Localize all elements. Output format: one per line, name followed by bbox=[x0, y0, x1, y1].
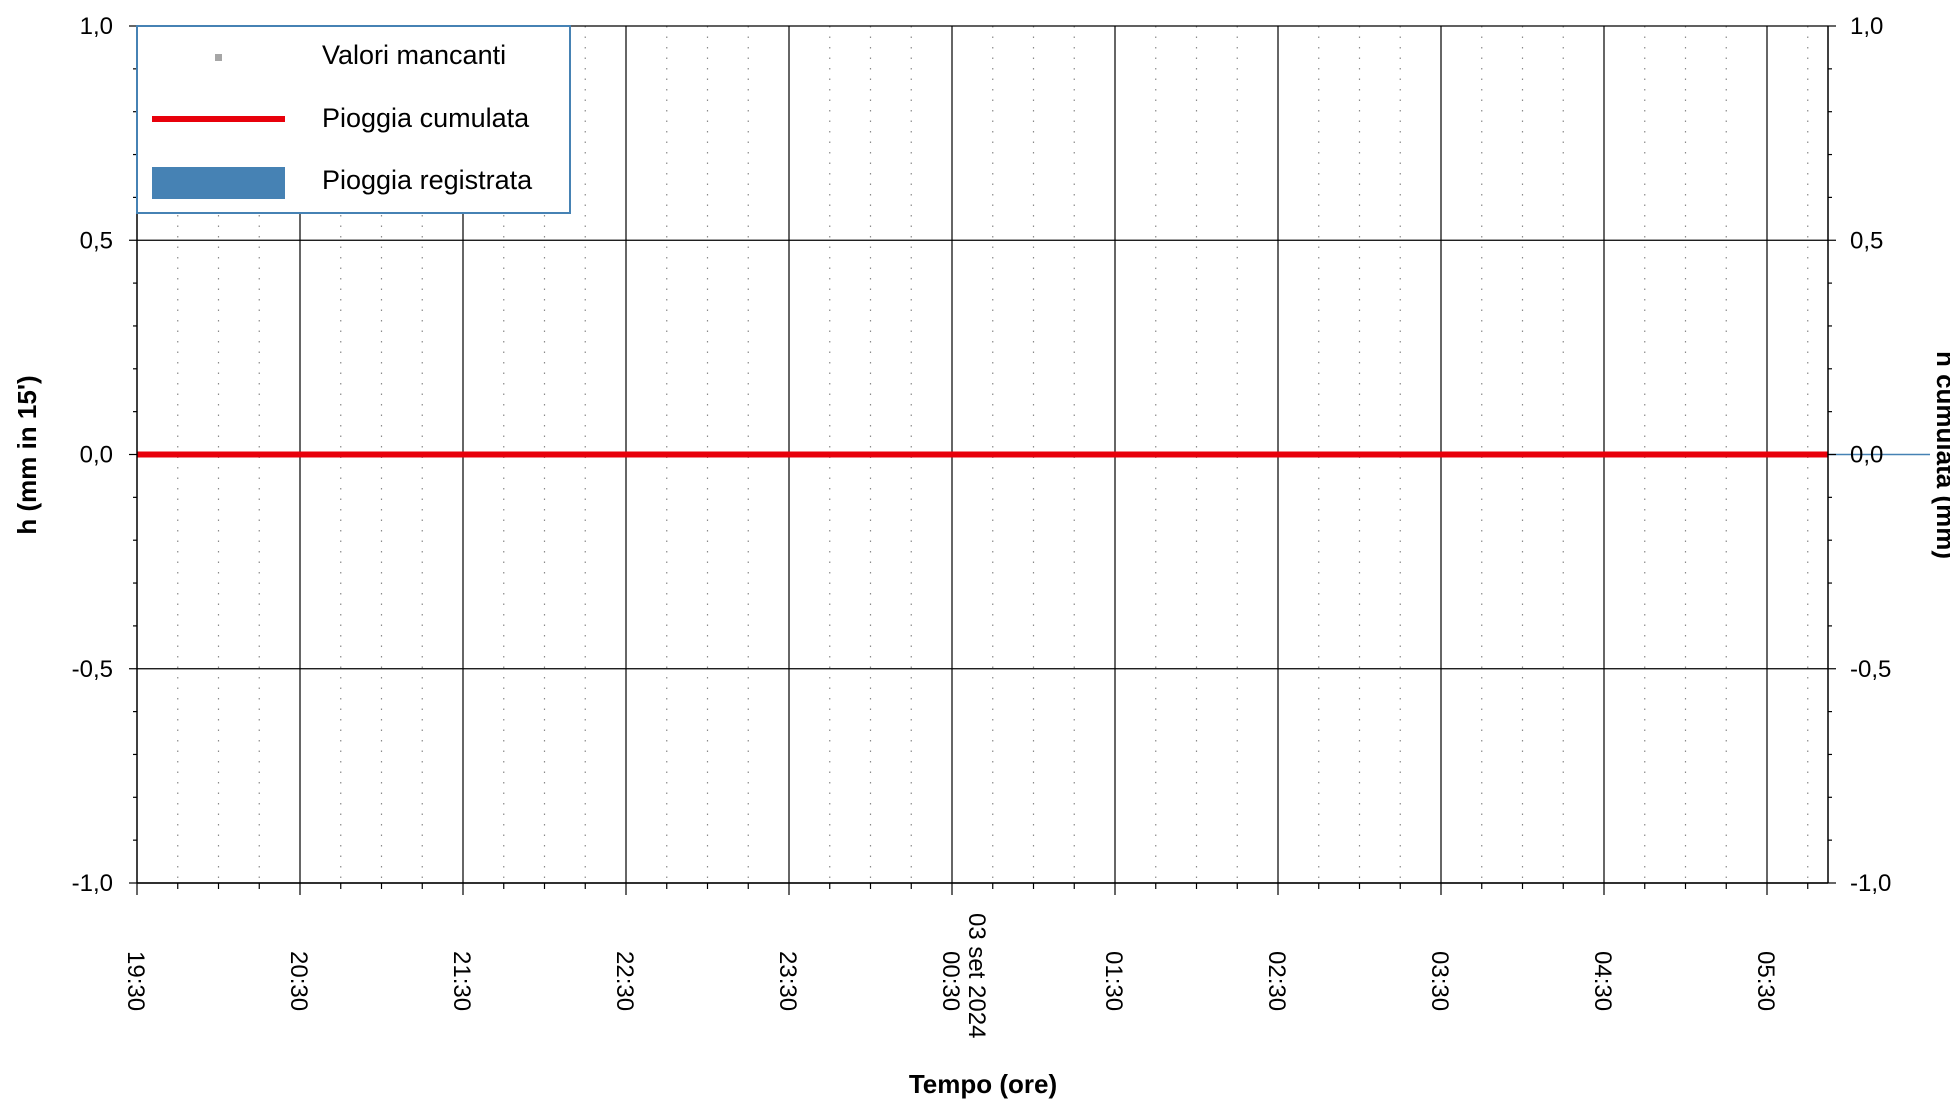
y-axis-left-label: h (mm in 15') bbox=[12, 375, 42, 534]
y-left-tick-label: 0,5 bbox=[80, 227, 113, 254]
y-right-tick-label: 0,5 bbox=[1850, 227, 1883, 254]
tick-marks bbox=[129, 25, 1836, 895]
y-right-tick-label: -0,5 bbox=[1850, 656, 1891, 683]
pioggia-registrata-bar bbox=[1767, 453, 1930, 456]
y-axis-right-label: h cumulata (mm) bbox=[1931, 351, 1950, 559]
x-tick-label: 21:30 bbox=[448, 951, 475, 1011]
y-left-tick-label: 0,0 bbox=[80, 442, 113, 469]
legend-swatch-cumulative-rain bbox=[152, 116, 285, 122]
y-left-tick-label: -0,5 bbox=[72, 656, 113, 683]
x-date-label: 03 set 2024 bbox=[963, 913, 990, 1038]
legend-label-recorded-rain: Pioggia registrata bbox=[322, 165, 533, 195]
legend: Valori mancanti Pioggia cumulata Pioggia… bbox=[136, 25, 571, 214]
legend-swatch-missing-values bbox=[215, 54, 222, 61]
legend-swatch-recorded-rain bbox=[152, 167, 285, 199]
x-tick-label: 03:30 bbox=[1426, 951, 1453, 1011]
x-tick-label: 20:30 bbox=[285, 951, 312, 1011]
y-right-tick-label: 1,0 bbox=[1850, 13, 1883, 40]
x-tick-label: 02:30 bbox=[1263, 951, 1290, 1011]
minor-grid bbox=[177, 26, 1809, 883]
y-left-tick-label: 1,0 bbox=[80, 13, 113, 40]
x-tick-label: 19:30 bbox=[122, 951, 149, 1011]
x-tick-label: 22:30 bbox=[611, 951, 638, 1011]
x-tick-label: 00:30 bbox=[937, 951, 964, 1011]
x-axis-label: Tempo (ore) bbox=[909, 1069, 1057, 1099]
x-tick-label: 04:30 bbox=[1589, 951, 1616, 1011]
tick-labels: -1,0 -0,5 0,0 0,5 1,0 -1,0 -0,5 0,0 0,5 1,0 19:30 2… bbox=[72, 13, 1892, 1038]
legend-label-missing-values: Valori mancanti bbox=[322, 40, 506, 70]
x-tick-label: 01:30 bbox=[1100, 951, 1127, 1011]
x-tick-label: 05:30 bbox=[1752, 951, 1779, 1011]
y-left-tick-label: -1,0 bbox=[72, 870, 113, 897]
y-right-tick-label: -1,0 bbox=[1850, 870, 1891, 897]
legend-label-cumulative-rain: Pioggia cumulata bbox=[322, 103, 530, 133]
y-right-tick-label: 0,0 bbox=[1850, 442, 1883, 469]
x-tick-label: 23:30 bbox=[774, 951, 801, 1011]
